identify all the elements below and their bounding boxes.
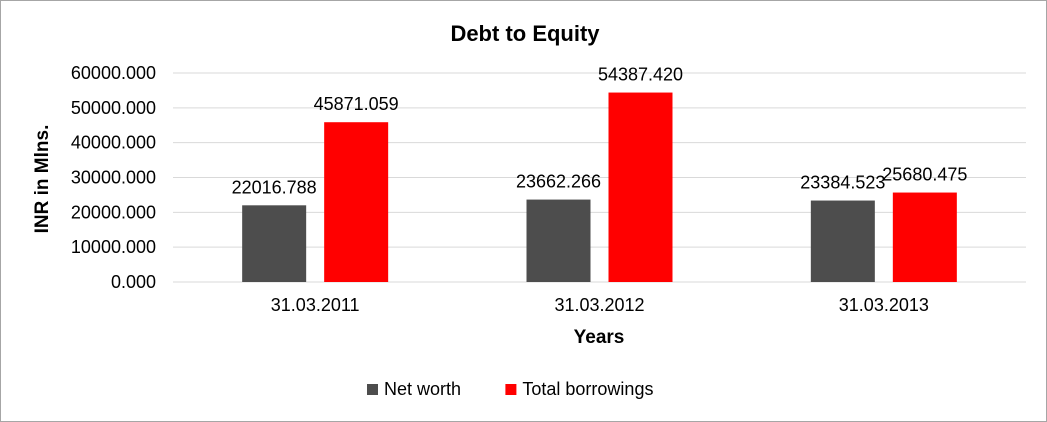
bar xyxy=(526,199,591,282)
legend-swatch xyxy=(367,384,378,395)
y-tick-label: 30000.000 xyxy=(71,168,156,188)
legend-label: Total borrowings xyxy=(522,379,653,399)
legend-swatch xyxy=(505,384,517,395)
data-label: 54387.420 xyxy=(598,65,683,85)
x-axis-ticks: 31.03.2011 31.03.2012 31.03.2013 xyxy=(271,295,929,315)
y-axis-title: INR in Mlns. xyxy=(32,125,53,234)
x-tick-label: 31.03.2011 xyxy=(271,295,360,315)
bar xyxy=(892,192,957,282)
y-axis-ticks: 0.000 10000.000 20000.000 30000.000 40000.00… xyxy=(71,63,156,292)
bar xyxy=(810,200,875,282)
legend: Net worth Total borrowings xyxy=(367,379,653,399)
x-axis-title: Years xyxy=(574,327,625,348)
chart-title: Debt to Equity xyxy=(450,21,600,46)
y-tick-label: 40000.000 xyxy=(71,133,156,153)
data-label: 23384.523 xyxy=(800,173,885,193)
y-tick-label: 0.000 xyxy=(111,272,156,292)
bar xyxy=(242,205,307,282)
x-tick-label: 31.03.2012 xyxy=(554,295,644,315)
y-tick-label: 20000.000 xyxy=(71,202,156,222)
gridlines xyxy=(173,72,1026,283)
y-tick-label: 10000.000 xyxy=(71,237,156,257)
bar xyxy=(608,92,673,283)
data-labels: 22016.788 45871.059 23662.266 54387.420 2338… xyxy=(232,65,968,198)
data-label: 23662.266 xyxy=(516,172,601,192)
data-label: 22016.788 xyxy=(232,177,317,197)
data-label: 25680.475 xyxy=(882,165,967,185)
y-tick-label: 60000.000 xyxy=(71,63,156,83)
bars xyxy=(242,92,957,283)
data-label: 45871.059 xyxy=(314,94,399,114)
bar xyxy=(324,122,389,282)
legend-label: Net worth xyxy=(384,379,461,399)
y-tick-label: 50000.000 xyxy=(71,98,156,118)
x-tick-label: 31.03.2013 xyxy=(839,295,929,315)
